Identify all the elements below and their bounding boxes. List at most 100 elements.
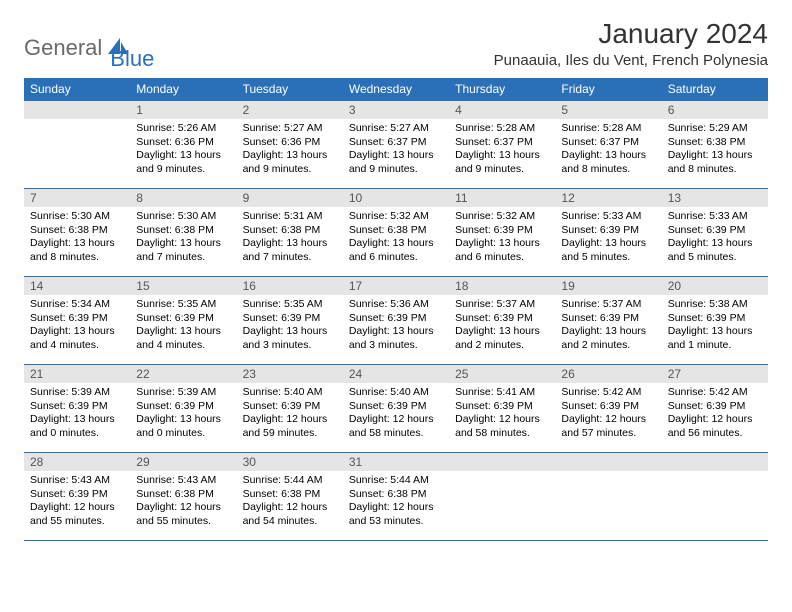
calendar-cell: 30Sunrise: 5:44 AMSunset: 6:38 PMDayligh… [237,453,343,541]
day-body: Sunrise: 5:35 AMSunset: 6:39 PMDaylight:… [130,295,236,357]
day-number: 23 [237,365,343,383]
sunrise-line: Sunrise: 5:37 AM [561,298,655,312]
day-body: Sunrise: 5:31 AMSunset: 6:38 PMDaylight:… [237,207,343,269]
day-number: 26 [555,365,661,383]
day-number: 16 [237,277,343,295]
calendar-row: 28Sunrise: 5:43 AMSunset: 6:39 PMDayligh… [24,453,768,541]
day-number-empty [449,453,555,471]
daylight-line: Daylight: 13 hours and 6 minutes. [349,237,443,264]
sunrise-line: Sunrise: 5:31 AM [243,210,337,224]
daylight-line: Daylight: 13 hours and 9 minutes. [455,149,549,176]
calendar-cell: 15Sunrise: 5:35 AMSunset: 6:39 PMDayligh… [130,277,236,365]
daylight-line: Daylight: 13 hours and 5 minutes. [561,237,655,264]
daylight-line: Daylight: 13 hours and 4 minutes. [136,325,230,352]
daylight-line: Daylight: 13 hours and 3 minutes. [243,325,337,352]
daylight-line: Daylight: 13 hours and 4 minutes. [30,325,124,352]
calendar-row: 14Sunrise: 5:34 AMSunset: 6:39 PMDayligh… [24,277,768,365]
sunset-line: Sunset: 6:39 PM [30,400,124,414]
day-number: 4 [449,101,555,119]
daylight-line: Daylight: 12 hours and 55 minutes. [30,501,124,528]
weekday-header: Sunday [24,78,130,101]
sunset-line: Sunset: 6:37 PM [455,136,549,150]
day-number: 25 [449,365,555,383]
sunrise-line: Sunrise: 5:28 AM [455,122,549,136]
daylight-line: Daylight: 12 hours and 55 minutes. [136,501,230,528]
day-number: 8 [130,189,236,207]
sunrise-line: Sunrise: 5:44 AM [243,474,337,488]
day-body: Sunrise: 5:35 AMSunset: 6:39 PMDaylight:… [237,295,343,357]
daylight-line: Daylight: 13 hours and 2 minutes. [561,325,655,352]
calendar-cell [449,453,555,541]
day-body: Sunrise: 5:40 AMSunset: 6:39 PMDaylight:… [237,383,343,445]
sunset-line: Sunset: 6:38 PM [30,224,124,238]
sunset-line: Sunset: 6:39 PM [349,312,443,326]
sunrise-line: Sunrise: 5:30 AM [30,210,124,224]
sunset-line: Sunset: 6:39 PM [243,400,337,414]
day-body: Sunrise: 5:29 AMSunset: 6:38 PMDaylight:… [662,119,768,181]
calendar-cell: 14Sunrise: 5:34 AMSunset: 6:39 PMDayligh… [24,277,130,365]
sunrise-line: Sunrise: 5:38 AM [668,298,762,312]
daylight-line: Daylight: 12 hours and 53 minutes. [349,501,443,528]
sunset-line: Sunset: 6:37 PM [561,136,655,150]
header: General Blue January 2024 Punaauia, Iles… [24,18,768,72]
day-body: Sunrise: 5:42 AMSunset: 6:39 PMDaylight:… [555,383,661,445]
calendar-cell: 17Sunrise: 5:36 AMSunset: 6:39 PMDayligh… [343,277,449,365]
day-body: Sunrise: 5:39 AMSunset: 6:39 PMDaylight:… [24,383,130,445]
sunrise-line: Sunrise: 5:33 AM [561,210,655,224]
day-number: 29 [130,453,236,471]
sunrise-line: Sunrise: 5:26 AM [136,122,230,136]
daylight-line: Daylight: 13 hours and 7 minutes. [136,237,230,264]
calendar-cell: 5Sunrise: 5:28 AMSunset: 6:37 PMDaylight… [555,101,661,189]
sunrise-line: Sunrise: 5:39 AM [30,386,124,400]
day-number: 22 [130,365,236,383]
title-block: January 2024 Punaauia, Iles du Vent, Fre… [494,18,768,69]
daylight-line: Daylight: 12 hours and 59 minutes. [243,413,337,440]
daylight-line: Daylight: 13 hours and 6 minutes. [455,237,549,264]
day-number-empty [662,453,768,471]
calendar-row: 7Sunrise: 5:30 AMSunset: 6:38 PMDaylight… [24,189,768,277]
sunset-line: Sunset: 6:37 PM [349,136,443,150]
sunset-line: Sunset: 6:39 PM [243,312,337,326]
sunrise-line: Sunrise: 5:40 AM [243,386,337,400]
day-number: 20 [662,277,768,295]
calendar-cell: 16Sunrise: 5:35 AMSunset: 6:39 PMDayligh… [237,277,343,365]
calendar-cell: 12Sunrise: 5:33 AMSunset: 6:39 PMDayligh… [555,189,661,277]
sunrise-line: Sunrise: 5:43 AM [136,474,230,488]
calendar-cell: 18Sunrise: 5:37 AMSunset: 6:39 PMDayligh… [449,277,555,365]
sunset-line: Sunset: 6:38 PM [136,224,230,238]
calendar-cell: 24Sunrise: 5:40 AMSunset: 6:39 PMDayligh… [343,365,449,453]
brand-text-general: General [24,35,102,61]
calendar-cell: 26Sunrise: 5:42 AMSunset: 6:39 PMDayligh… [555,365,661,453]
day-body: Sunrise: 5:40 AMSunset: 6:39 PMDaylight:… [343,383,449,445]
sunset-line: Sunset: 6:39 PM [349,400,443,414]
daylight-line: Daylight: 12 hours and 58 minutes. [455,413,549,440]
weekday-header-row: Sunday Monday Tuesday Wednesday Thursday… [24,78,768,101]
daylight-line: Daylight: 13 hours and 0 minutes. [136,413,230,440]
calendar-cell: 7Sunrise: 5:30 AMSunset: 6:38 PMDaylight… [24,189,130,277]
sunrise-line: Sunrise: 5:44 AM [349,474,443,488]
daylight-line: Daylight: 13 hours and 1 minute. [668,325,762,352]
weekday-header: Tuesday [237,78,343,101]
day-number: 30 [237,453,343,471]
day-body: Sunrise: 5:36 AMSunset: 6:39 PMDaylight:… [343,295,449,357]
calendar-cell: 29Sunrise: 5:43 AMSunset: 6:38 PMDayligh… [130,453,236,541]
day-body: Sunrise: 5:30 AMSunset: 6:38 PMDaylight:… [130,207,236,269]
day-number: 28 [24,453,130,471]
sunset-line: Sunset: 6:38 PM [349,488,443,502]
calendar-table: Sunday Monday Tuesday Wednesday Thursday… [24,78,768,541]
calendar-cell: 1Sunrise: 5:26 AMSunset: 6:36 PMDaylight… [130,101,236,189]
sunrise-line: Sunrise: 5:32 AM [455,210,549,224]
daylight-line: Daylight: 13 hours and 2 minutes. [455,325,549,352]
brand-logo: General Blue [24,18,154,72]
sunrise-line: Sunrise: 5:35 AM [243,298,337,312]
day-number: 13 [662,189,768,207]
day-body: Sunrise: 5:32 AMSunset: 6:38 PMDaylight:… [343,207,449,269]
day-number: 9 [237,189,343,207]
sunset-line: Sunset: 6:36 PM [243,136,337,150]
calendar-cell: 23Sunrise: 5:40 AMSunset: 6:39 PMDayligh… [237,365,343,453]
day-number: 6 [662,101,768,119]
calendar-cell: 25Sunrise: 5:41 AMSunset: 6:39 PMDayligh… [449,365,555,453]
sunset-line: Sunset: 6:39 PM [668,400,762,414]
day-number: 21 [24,365,130,383]
calendar-row: 1Sunrise: 5:26 AMSunset: 6:36 PMDaylight… [24,101,768,189]
